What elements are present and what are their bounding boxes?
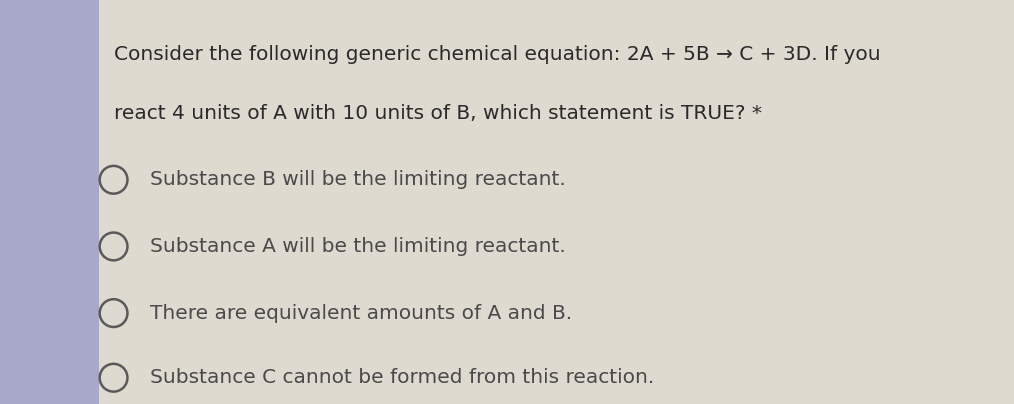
Text: Substance B will be the limiting reactant.: Substance B will be the limiting reactan… [150, 170, 566, 189]
Point [105, 243, 122, 250]
Text: Substance A will be the limiting reactant.: Substance A will be the limiting reactan… [150, 237, 566, 256]
Point [105, 375, 122, 381]
Text: There are equivalent amounts of A and B.: There are equivalent amounts of A and B. [150, 303, 572, 323]
Bar [0, 0, 99, 404]
Text: Consider the following generic chemical equation: 2A + 5B → C + 3D. If you: Consider the following generic chemical … [114, 45, 880, 64]
Point [105, 177, 122, 183]
Point [105, 310, 122, 316]
Text: Substance C cannot be formed from this reaction.: Substance C cannot be formed from this r… [150, 368, 654, 387]
Text: react 4 units of A with 10 units of B, which statement is TRUE? *: react 4 units of A with 10 units of B, w… [114, 103, 762, 123]
